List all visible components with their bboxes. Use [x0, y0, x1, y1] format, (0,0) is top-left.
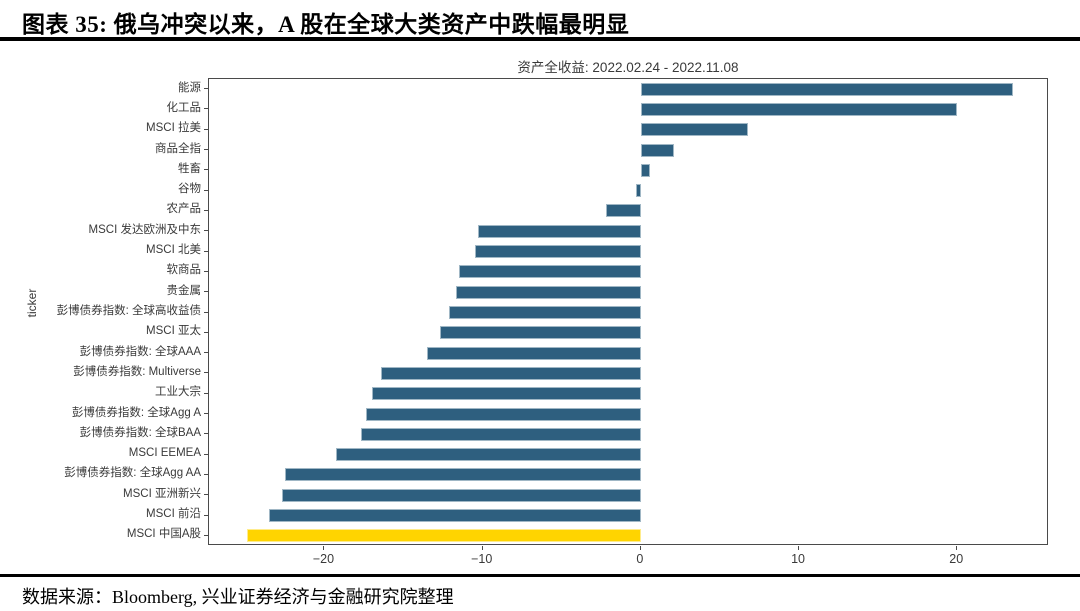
- y-tick: [204, 392, 208, 394]
- bar: [640, 143, 675, 157]
- y-tick: [204, 433, 208, 435]
- y-tick: [204, 189, 208, 191]
- y-tick: [204, 473, 208, 475]
- y-tick: [204, 108, 208, 110]
- x-tick-label: −20: [312, 552, 335, 566]
- category-label: MSCI 亚洲新兴: [123, 487, 201, 500]
- x-tick-label: −10: [471, 552, 493, 566]
- category-label: MSCI 中国A股: [126, 528, 201, 541]
- bar-highlight: [246, 529, 641, 543]
- category-label: MSCI 发达欧洲及中东: [88, 223, 201, 236]
- y-tick: [204, 534, 208, 536]
- x-tick: [956, 546, 958, 550]
- y-tick: [204, 331, 208, 333]
- bar: [640, 82, 1013, 96]
- category-label: 彭博债券指数: 全球Agg A: [71, 406, 201, 419]
- category-label: 彭博债券指数: 全球Agg AA: [64, 467, 201, 480]
- y-tick: [204, 453, 208, 455]
- x-tick-label: 0: [636, 552, 644, 566]
- y-tick: [204, 128, 208, 130]
- category-label: 谷物: [178, 183, 201, 196]
- y-tick: [204, 291, 208, 293]
- y-tick: [204, 413, 208, 415]
- y-tick: [204, 149, 208, 151]
- y-tick: [204, 230, 208, 232]
- category-label: 彭博债券指数: 全球BAA: [79, 426, 201, 439]
- bar: [449, 306, 641, 319]
- x-tick: [323, 546, 325, 550]
- category-label: MSCI 前沿: [146, 508, 201, 521]
- bar: [360, 427, 641, 441]
- y-tick: [204, 494, 208, 496]
- bar: [606, 204, 641, 218]
- x-tick: [481, 546, 483, 550]
- category-label: MSCI 亚太: [146, 325, 201, 338]
- category-label: 彭博债券指数: 全球高收益债: [56, 305, 201, 317]
- bar: [640, 163, 651, 177]
- bar: [365, 407, 641, 421]
- x-tick-label: 10: [791, 552, 805, 566]
- category-label: 化工品: [166, 101, 202, 114]
- bar: [371, 387, 641, 401]
- category-label: MSCI 北美: [146, 244, 201, 257]
- figure-footer: 数据来源：Bloomberg, 兴业证券经济与金融研究院整理: [0, 574, 1080, 609]
- y-tick: [204, 311, 208, 313]
- figure-title: 图表 35: 俄乌冲突以来，A 股在全球大类资产中跌幅最明显: [22, 12, 630, 37]
- bar: [269, 509, 641, 523]
- y-tick: [204, 209, 208, 211]
- y-tick: [204, 514, 208, 516]
- bar: [474, 245, 641, 259]
- chart-title: 资产全收益: 2022.02.24 - 2022.11.08: [517, 60, 739, 75]
- bar: [439, 326, 641, 340]
- category-label: 农产品: [166, 203, 202, 216]
- category-label: MSCI EEMEA: [128, 447, 201, 460]
- bar: [381, 366, 641, 380]
- category-label: 牲畜: [178, 162, 201, 175]
- y-tick: [204, 250, 208, 252]
- data-source: 数据来源：Bloomberg, 兴业证券经济与金融研究院整理: [22, 587, 454, 607]
- x-tick: [798, 546, 800, 550]
- bar: [458, 265, 641, 279]
- y-tick: [204, 270, 208, 272]
- bar: [335, 448, 641, 462]
- bar: [427, 346, 641, 360]
- category-label: 工业大宗: [155, 386, 201, 399]
- bar: [640, 123, 749, 137]
- bar: [636, 184, 641, 198]
- x-tick-label: 20: [949, 552, 964, 566]
- category-label: 彭博债券指数: 全球AAA: [79, 345, 201, 358]
- category-label: 软商品: [166, 264, 202, 277]
- bar: [284, 468, 641, 482]
- y-tick: [204, 372, 208, 374]
- category-label: 能源: [178, 81, 201, 94]
- category-label: 商品全指: [155, 142, 201, 155]
- category-label: MSCI 拉美: [146, 122, 201, 135]
- y-tick: [204, 88, 208, 90]
- bar: [477, 224, 641, 238]
- x-tick: [639, 546, 641, 550]
- bar: [455, 285, 641, 299]
- y-tick: [204, 352, 208, 354]
- bar: [640, 102, 958, 116]
- bar: [281, 488, 641, 502]
- plot-area: [208, 78, 1048, 545]
- figure-header: 图表 35: 俄乌冲突以来，A 股在全球大类资产中跌幅最明显: [0, 0, 1080, 41]
- y-tick: [204, 169, 208, 171]
- category-label: 彭博债券指数: Multiverse: [73, 365, 201, 378]
- category-label: 贵金属: [166, 284, 202, 297]
